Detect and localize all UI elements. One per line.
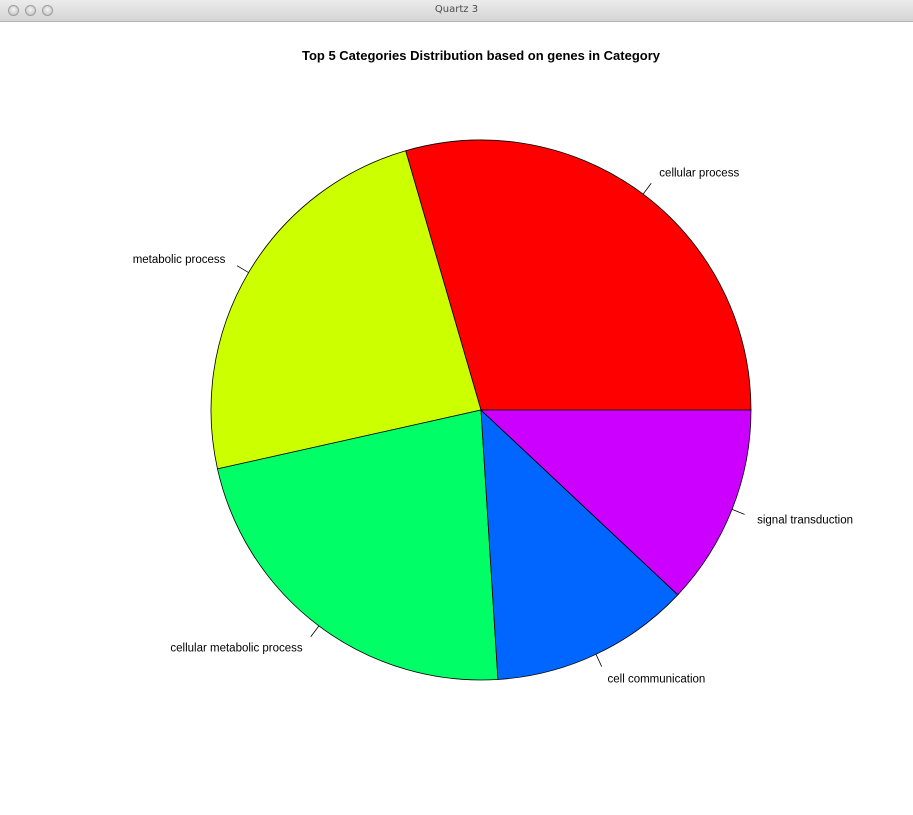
pie-labels: cellular process metabolic process cellula…: [133, 168, 853, 686]
tick-metabolic-process: [236, 265, 249, 273]
close-window-button[interactable]: [8, 5, 19, 16]
label-cell-communication: cell communication: [608, 674, 706, 686]
label-cellular-metabolic-process: cellular metabolic process: [170, 643, 303, 655]
tick-cellular-metabolic-process: [310, 625, 320, 637]
slice-cellular-process: [405, 139, 752, 411]
chart-title: Top 5 Categories Distribution based on g…: [302, 48, 661, 63]
tick-cellular-process: [642, 183, 652, 195]
label-cellular-process: cellular process: [659, 168, 739, 180]
window-title: Quartz 3: [434, 4, 479, 15]
window-titlebar[interactable]: Quartz 3: [0, 0, 913, 22]
minimize-window-button[interactable]: [25, 5, 36, 16]
pie-slices: [210, 139, 752, 681]
pie-chart: Top 5 Categories Distribution based on g…: [133, 48, 853, 686]
slice-signal-transduction: [479, 409, 752, 596]
slice-cell-communication: [480, 409, 679, 680]
zoom-window-button[interactable]: [42, 5, 53, 16]
label-signal-transduction: signal transduction: [757, 514, 853, 526]
tick-signal-transduction: [731, 509, 745, 515]
tick-cell-communication: [595, 654, 603, 667]
label-metabolic-process: metabolic process: [133, 254, 226, 266]
